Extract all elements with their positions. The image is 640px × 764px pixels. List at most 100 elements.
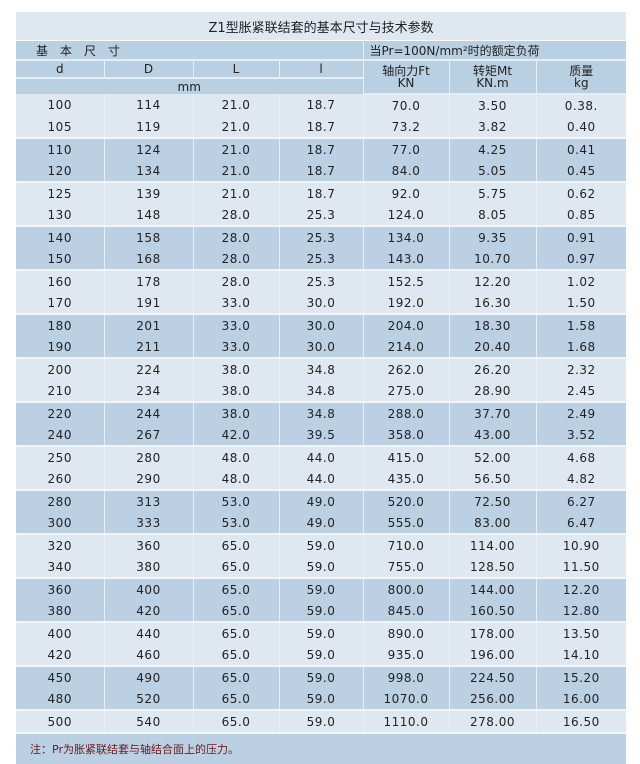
table-cell: 34.8: [278, 380, 363, 402]
table-cell: 34.8: [278, 357, 363, 380]
table-cell: 5.75: [448, 181, 536, 204]
table-cell: 224.50: [448, 665, 536, 688]
table-cell: 52.00: [448, 445, 536, 468]
table-row: 210 234 38.0 34.8 275.0 28.90 2.45: [16, 380, 627, 402]
table-cell: 16.00: [535, 688, 627, 710]
header-unit-mm: mm: [16, 78, 363, 94]
table-cell: 105: [16, 116, 104, 138]
table-cell: 313: [103, 489, 193, 512]
table-cell: 3.50: [448, 94, 536, 116]
table-cell: 400: [103, 577, 193, 600]
axial-force-unit: KN: [397, 76, 415, 90]
table-cell: 160.50: [448, 600, 536, 622]
table-row: 240 267 42.0 39.5 358.0 43.00 3.52: [16, 424, 627, 446]
table-cell: 234: [103, 380, 193, 402]
table-cell: 148: [103, 204, 193, 226]
spec-table-container: Z1型胀紧联结套的基本尺寸与技术参数 基本尺寸 当Pr=100N/mm²时的额定…: [16, 12, 627, 764]
table-row: 160 178 28.0 25.3 152.5 12.20 1.02: [16, 269, 627, 292]
table-cell: 26.20: [448, 357, 536, 380]
table-cell: 12.20: [448, 269, 536, 292]
table-cell: 460: [103, 644, 193, 666]
table-cell: 73.2: [362, 116, 449, 138]
table-cell: 178: [103, 269, 193, 292]
table-cell: 124.0: [362, 204, 449, 226]
table-cell: 150: [16, 248, 104, 270]
table-cell: 18.7: [278, 181, 363, 204]
table-cell: 260: [16, 468, 104, 490]
table-row: 100 114 21.0 18.7 70.0 3.50 0.38.: [16, 94, 627, 116]
table-row: 125 139 21.0 18.7 92.0 5.75 0.62: [16, 181, 627, 204]
table-cell: 18.7: [278, 137, 363, 160]
table-cell: 360: [16, 577, 104, 600]
table-row: 200 224 38.0 34.8 262.0 26.20 2.32: [16, 357, 627, 380]
table-cell: 4.25: [448, 137, 536, 160]
table-cell: 33.0: [192, 313, 279, 336]
table-row: 300 333 53.0 49.0 555.0 83.00 6.47: [16, 512, 627, 534]
table-cell: 143.0: [362, 248, 449, 270]
table-cell: 30.0: [278, 313, 363, 336]
table-cell: 10.70: [448, 248, 536, 270]
table-cell: 5.05: [448, 160, 536, 182]
table-cell: 144.00: [448, 577, 536, 600]
table-cell: 100: [16, 94, 104, 116]
table-cell: 20.40: [448, 336, 536, 358]
table-cell: 211: [103, 336, 193, 358]
table-cell: 114.00: [448, 533, 536, 556]
table-cell: 59.0: [278, 556, 363, 578]
table-cell: 53.0: [192, 512, 279, 534]
table-cell: 275.0: [362, 380, 449, 402]
table-row: 130 148 28.0 25.3 124.0 8.05 0.85: [16, 204, 627, 226]
table-cell: 28.0: [192, 269, 279, 292]
table-cell: 28.0: [192, 204, 279, 226]
table-cell: 65.0: [192, 600, 279, 622]
table-cell: 178.00: [448, 621, 536, 644]
table-cell: 83.00: [448, 512, 536, 534]
table-cell: 65.0: [192, 556, 279, 578]
table-cell: 12.20: [535, 577, 627, 600]
table-cell: 6.47: [535, 512, 627, 534]
table-cell: 1070.0: [362, 688, 449, 710]
table-cell: 250: [16, 445, 104, 468]
table-cell: 33.0: [192, 336, 279, 358]
table-cell: 380: [103, 556, 193, 578]
table-row: 400 440 65.0 59.0 890.0 178.00 13.50: [16, 621, 627, 644]
table-cell: 500: [16, 709, 104, 733]
table-cell: 48.0: [192, 468, 279, 490]
table-cell: 540: [103, 709, 193, 733]
table-cell: 53.0: [192, 489, 279, 512]
table-row: 320 360 65.0 59.0 710.0 114.00 10.90: [16, 533, 627, 556]
table-cell: 214.0: [362, 336, 449, 358]
table-cell: 240: [16, 424, 104, 446]
table-cell: 139: [103, 181, 193, 204]
table-cell: 44.0: [278, 445, 363, 468]
table-cell: 998.0: [362, 665, 449, 688]
table-cell: 210: [16, 380, 104, 402]
table-cell: 39.5: [278, 424, 363, 446]
table-cell: 9.35: [448, 225, 536, 248]
table-cell: 320: [16, 533, 104, 556]
table-cell: 196.00: [448, 644, 536, 666]
table-row: 420 460 65.0 59.0 935.0 196.00 14.10: [16, 644, 627, 666]
table-cell: 56.50: [448, 468, 536, 490]
table-cell: 755.0: [362, 556, 449, 578]
table-cell: 43.00: [448, 424, 536, 446]
table-row: 340 380 65.0 59.0 755.0 128.50 11.50: [16, 556, 627, 578]
table-cell: 49.0: [278, 489, 363, 512]
table-cell: 16.30: [448, 292, 536, 314]
table-row: 260 290 48.0 44.0 435.0 56.50 4.82: [16, 468, 627, 490]
table-cell: 200: [16, 357, 104, 380]
table-cell: 1.58: [535, 313, 627, 336]
table-row: 110 124 21.0 18.7 77.0 4.25 0.41: [16, 137, 627, 160]
table-cell: 0.40: [535, 116, 627, 138]
table-cell: 800.0: [362, 577, 449, 600]
table-cell: 8.05: [448, 204, 536, 226]
table-cell: 224: [103, 357, 193, 380]
header-L: L: [192, 60, 279, 79]
table-cell: 190: [16, 336, 104, 358]
header-basic-dimensions: 基本尺寸: [16, 40, 363, 61]
table-cell: 0.38.: [535, 94, 627, 116]
table-cell: 0.97: [535, 248, 627, 270]
table-cell: 59.0: [278, 688, 363, 710]
table-cell: 555.0: [362, 512, 449, 534]
table-cell: 65.0: [192, 709, 279, 733]
